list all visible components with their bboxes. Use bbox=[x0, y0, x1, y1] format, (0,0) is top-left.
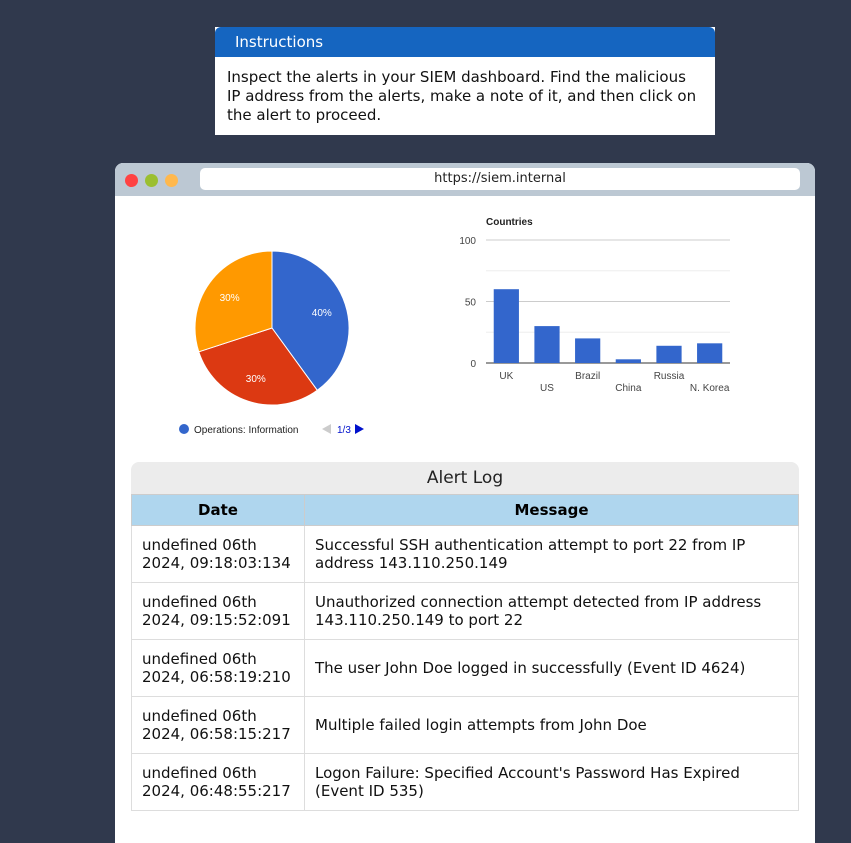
alert-table: Date Message undefined 06th 2024, 09:18:… bbox=[131, 494, 799, 811]
column-header-date: Date bbox=[131, 494, 305, 526]
bar-chart-title: Countries bbox=[486, 217, 533, 228]
alert-date: undefined 06th 2024, 06:58:19:210 bbox=[131, 639, 305, 697]
alert-date: undefined 06th 2024, 09:18:03:134 bbox=[131, 525, 305, 583]
bar[interactable] bbox=[697, 343, 723, 363]
x-tick-label: N. Korea bbox=[690, 383, 730, 394]
x-tick-label: Russia bbox=[654, 371, 685, 382]
bar[interactable] bbox=[656, 345, 682, 363]
pie-chart: 40% 30% 30% Operations: Information 1/3 bbox=[179, 250, 364, 436]
pie-slice[interactable] bbox=[271, 250, 350, 391]
instructions-panel: Instructions Inspect the alerts in your … bbox=[215, 27, 715, 135]
alert-date: undefined 06th 2024, 09:15:52:091 bbox=[131, 582, 305, 640]
minimize-dot-icon[interactable] bbox=[145, 174, 158, 187]
maximize-dot-icon[interactable] bbox=[165, 174, 178, 187]
x-tick-label: Brazil bbox=[575, 371, 600, 382]
url-bar[interactable]: https://siem.internal bbox=[200, 168, 800, 190]
alert-date: undefined 06th 2024, 06:58:15:217 bbox=[131, 696, 305, 754]
alert-log-title: Alert Log bbox=[131, 462, 799, 494]
bar[interactable] bbox=[534, 326, 560, 363]
x-tick-label: US bbox=[540, 383, 554, 394]
x-tick-label: UK bbox=[499, 371, 513, 382]
pie-data-label: 30% bbox=[246, 374, 266, 385]
alert-row[interactable]: undefined 06th 2024, 09:15:52:091 Unautho… bbox=[131, 582, 799, 640]
legend-next-icon[interactable] bbox=[355, 424, 364, 434]
legend-page: 1/3 bbox=[337, 425, 351, 436]
alert-log: Alert Log Date Message undefined 06th 20… bbox=[131, 462, 799, 811]
column-header-message: Message bbox=[304, 494, 799, 526]
instructions-text: Inspect the alerts in your SIEM dashboar… bbox=[227, 68, 697, 124]
bar[interactable] bbox=[615, 359, 641, 363]
y-tick-label: 100 bbox=[459, 236, 476, 247]
pie-data-label: 30% bbox=[220, 293, 240, 304]
alert-message[interactable]: Logon Failure: Specified Account's Passw… bbox=[304, 753, 799, 811]
bar[interactable] bbox=[493, 289, 519, 363]
pie-slice[interactable] bbox=[198, 327, 318, 406]
browser-toolbar: https://siem.internal bbox=[115, 163, 815, 196]
pie-slice[interactable] bbox=[194, 250, 273, 353]
instructions-title: Instructions bbox=[215, 27, 715, 57]
alert-message[interactable]: The user John Doe logged in successfully… bbox=[304, 639, 799, 697]
alert-row[interactable]: undefined 06th 2024, 06:58:19:210 The use… bbox=[131, 639, 799, 697]
alert-row[interactable]: undefined 06th 2024, 06:58:15:217 Multipl… bbox=[131, 696, 799, 754]
legend-label: Operations: Information bbox=[194, 425, 299, 436]
close-dot-icon[interactable] bbox=[125, 174, 138, 187]
alert-date: undefined 06th 2024, 06:48:55:217 bbox=[131, 753, 305, 811]
alert-row[interactable]: undefined 06th 2024, 09:18:03:134 Success… bbox=[131, 525, 799, 583]
alert-message[interactable]: Successful SSH authentication attempt to… bbox=[304, 525, 799, 583]
y-tick-label: 50 bbox=[465, 298, 477, 309]
y-tick-label: 0 bbox=[470, 359, 476, 370]
alert-message[interactable]: Multiple failed login attempts from John… bbox=[304, 696, 799, 754]
bar[interactable] bbox=[575, 338, 601, 363]
x-tick-label: China bbox=[615, 383, 642, 394]
legend-dot-icon bbox=[179, 424, 189, 434]
browser-window: https://siem.internal 40% 30% 30% Operatio… bbox=[115, 163, 815, 843]
alert-row[interactable]: undefined 06th 2024, 06:48:55:217 Logon F… bbox=[131, 753, 799, 811]
alert-message[interactable]: Unauthorized connection attempt detected… bbox=[304, 582, 799, 640]
pie-data-label: 40% bbox=[312, 308, 332, 319]
legend-prev-icon[interactable] bbox=[322, 424, 331, 434]
bar-chart: Countries 0 50 100 UK US Brazil China Russia N. … bbox=[459, 217, 730, 394]
